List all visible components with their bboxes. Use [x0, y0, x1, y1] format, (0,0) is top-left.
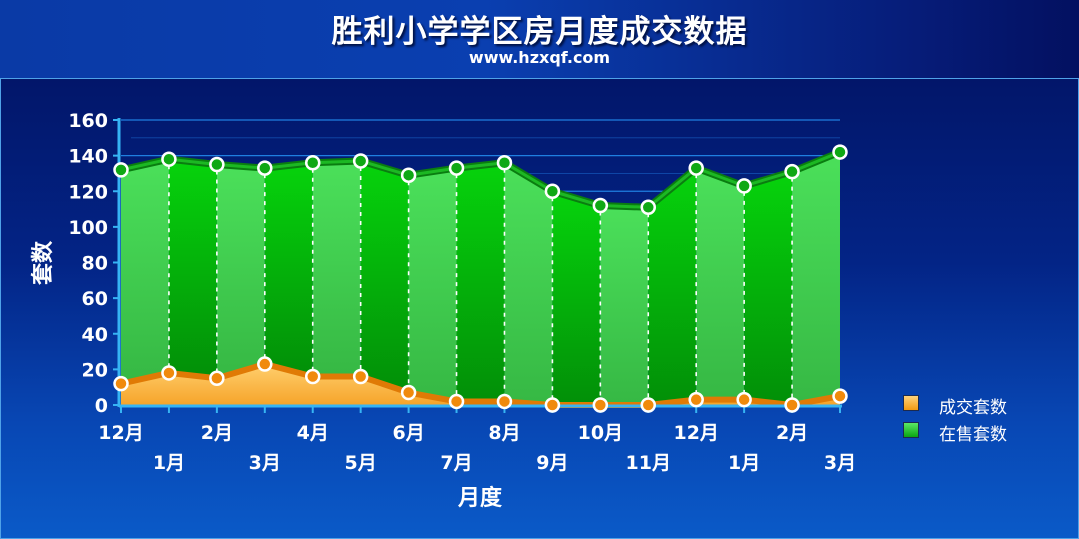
- deal-point: [354, 370, 367, 383]
- deal-point: [834, 390, 847, 403]
- sale-area-segment: [792, 152, 840, 405]
- sale-area-segment: [361, 161, 409, 393]
- sale-point: [834, 146, 847, 159]
- x-tick-label: 3月: [249, 452, 281, 474]
- sale-point: [594, 199, 607, 212]
- deal-point: [738, 393, 751, 406]
- x-tick-label: 10月: [578, 422, 623, 444]
- x-tick-label: 9月: [536, 452, 568, 474]
- y-tick-label: 40: [82, 324, 108, 346]
- deal-point: [115, 377, 128, 390]
- sale-point: [162, 153, 175, 166]
- y-tick-label: 20: [82, 359, 108, 381]
- sale-point: [258, 162, 271, 175]
- sale-point: [738, 179, 751, 192]
- y-tick-label: 60: [82, 288, 108, 310]
- x-tick-label: 11月: [626, 452, 671, 474]
- deal-point: [306, 370, 319, 383]
- sale-area-segment: [169, 159, 217, 378]
- y-axis-title: 套数: [30, 240, 56, 285]
- sale-area-segment: [409, 168, 457, 401]
- sale-area-segment: [313, 161, 361, 377]
- x-axis-title: 月度: [457, 485, 503, 511]
- deal-point: [450, 395, 463, 408]
- deal-point: [258, 358, 271, 371]
- sale-area: [121, 152, 840, 405]
- y-tick-label: 140: [68, 146, 108, 168]
- x-tick-label: 4月: [297, 422, 329, 444]
- deal-point: [402, 386, 415, 399]
- y-tick-label: 0: [95, 395, 108, 417]
- deal-point: [642, 399, 655, 412]
- sale-point: [306, 156, 319, 169]
- legend-label-sale: 在售套数: [939, 420, 1007, 445]
- sale-point: [690, 162, 703, 175]
- sale-point: [402, 169, 415, 182]
- sale-area-segment: [696, 168, 744, 400]
- sale-point: [642, 201, 655, 214]
- x-tick-label: 6月: [392, 422, 424, 444]
- x-tick-label: 12月: [98, 422, 143, 444]
- sale-point: [450, 162, 463, 175]
- x-tick-label: 1月: [728, 452, 760, 474]
- sale-area-segment: [552, 191, 600, 405]
- sale-point: [115, 163, 128, 176]
- x-tick-label: 2月: [776, 422, 808, 444]
- sale-area-segment: [121, 159, 169, 383]
- x-tick-label: 8月: [488, 422, 520, 444]
- deal-point: [546, 399, 559, 412]
- x-tick-label: 5月: [345, 452, 377, 474]
- y-tick-label: 80: [82, 253, 108, 275]
- legend-swatch-sale: [903, 422, 919, 438]
- x-tick-label: 7月: [440, 452, 472, 474]
- sale-point: [354, 154, 367, 167]
- sale-point: [786, 165, 799, 178]
- x-tick-label: 12月: [673, 422, 718, 444]
- legend-label-deal: 成交套数: [939, 393, 1007, 418]
- sale-area-segment: [504, 163, 552, 405]
- y-tick-label: 160: [68, 110, 108, 132]
- deal-point: [498, 395, 511, 408]
- x-tick-label: 1月: [153, 452, 185, 474]
- deal-point: [786, 399, 799, 412]
- sale-area-segment: [600, 206, 648, 406]
- deal-point: [690, 393, 703, 406]
- sale-area-segment: [744, 172, 792, 405]
- legend-item-deal: 成交套数: [903, 393, 1053, 415]
- deal-point: [594, 399, 607, 412]
- legend-item-sale: 在售套数: [903, 420, 1053, 442]
- legend-swatch-deal: [903, 395, 919, 411]
- sale-area-segment: [457, 163, 505, 402]
- x-tick-label: 3月: [824, 452, 856, 474]
- sale-area-segment: [217, 165, 265, 379]
- deal-point: [162, 366, 175, 379]
- y-tick-label: 100: [68, 217, 108, 239]
- deal-point: [210, 372, 223, 385]
- sale-point: [210, 158, 223, 171]
- x-tick-label: 2月: [201, 422, 233, 444]
- sale-point: [546, 185, 559, 198]
- y-tick-label: 120: [68, 181, 108, 203]
- sale-point: [498, 156, 511, 169]
- sale-area-segment: [265, 163, 313, 377]
